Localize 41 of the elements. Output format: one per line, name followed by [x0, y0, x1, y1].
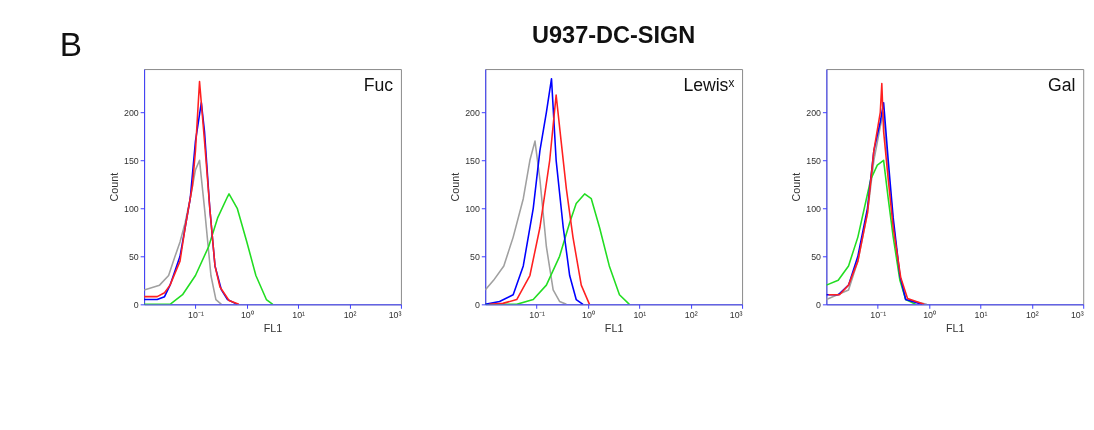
- y-tick-label: 150: [123, 155, 139, 166]
- annotation: Gal: [1047, 74, 1076, 95]
- y-tick-label: 100: [123, 203, 139, 214]
- y-tick-label: 200: [806, 107, 822, 118]
- x-tick-label: 10²: [684, 309, 698, 320]
- x-tick-label: 10¹: [292, 309, 306, 320]
- x-tick-label: 10²: [343, 309, 357, 320]
- y-axis-title: Count: [108, 172, 121, 202]
- x-tick-label: 10¹: [974, 309, 988, 320]
- x-tick-label: 10³: [729, 309, 743, 320]
- y-axis-title: Count: [449, 172, 462, 202]
- annotation: Fuc: [363, 74, 394, 95]
- y-tick-label: 0: [474, 299, 480, 310]
- y-tick-label: 100: [465, 203, 480, 214]
- x-tick-label: 10¹: [633, 309, 647, 320]
- x-tick-label: 10⁰: [582, 309, 595, 320]
- x-tick-label: 10⁰: [923, 309, 937, 320]
- x-axis-title: FL1: [946, 322, 965, 335]
- chart-title: U937-DC-SIGN: [531, 21, 696, 48]
- y-tick-label: 50: [811, 251, 822, 262]
- annotation: Lewisˣ: [683, 74, 735, 95]
- x-tick-label: 10⁻¹: [188, 309, 204, 320]
- text: B: [59, 26, 83, 64]
- y-tick-label: 150: [465, 155, 480, 166]
- x-tick-label: 10⁻¹: [529, 309, 546, 320]
- y-tick-label: 50: [128, 251, 139, 262]
- y-tick-label: 100: [806, 203, 822, 214]
- x-tick-label: 10⁻¹: [870, 309, 887, 320]
- y-tick-label: 150: [806, 155, 822, 166]
- y-axis-title: Count: [790, 172, 803, 202]
- y-tick-label: 0: [816, 299, 822, 310]
- x-axis-title: FL1: [604, 322, 624, 335]
- y-tick-label: 200: [465, 107, 480, 118]
- y-tick-label: 0: [133, 299, 139, 310]
- y-tick-label: 50: [470, 251, 480, 262]
- x-tick-label: 10³: [1070, 309, 1084, 320]
- x-tick-label: 10³: [388, 309, 402, 320]
- x-tick-label: 10⁰: [240, 309, 254, 320]
- x-axis-title: FL1: [263, 322, 283, 335]
- y-tick-label: 200: [123, 107, 139, 118]
- x-tick-label: 10²: [1025, 309, 1039, 320]
